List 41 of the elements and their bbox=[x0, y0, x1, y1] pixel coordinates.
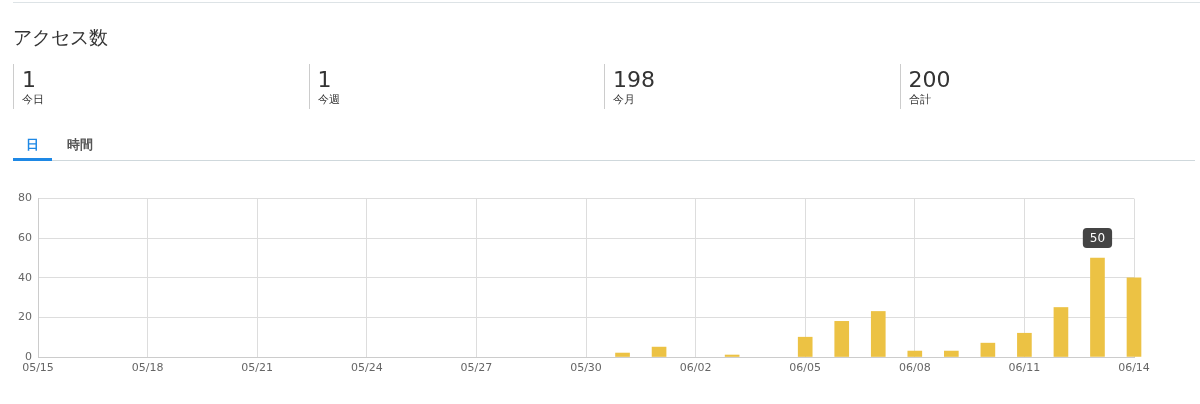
bar bbox=[980, 342, 996, 357]
x-tick-label: 06/08 bbox=[898, 361, 931, 375]
bar bbox=[651, 346, 667, 357]
y-tick-label: 60 bbox=[18, 231, 32, 245]
bar bbox=[834, 321, 850, 357]
bar bbox=[615, 352, 630, 357]
text: 今週 bbox=[317, 93, 340, 107]
y-tick-label: 0 bbox=[25, 349, 32, 363]
x-tick-label: 05/24 bbox=[350, 361, 383, 375]
x-tick-label: 06/14 bbox=[1118, 361, 1150, 375]
bar bbox=[797, 336, 813, 357]
bar bbox=[1126, 277, 1142, 357]
text: 合計 bbox=[908, 93, 932, 107]
text: 今日 bbox=[22, 93, 44, 107]
bar bbox=[870, 311, 886, 357]
text: 1 bbox=[22, 67, 37, 93]
bar bbox=[1053, 307, 1069, 357]
x-tick-label: 06/11 bbox=[1008, 361, 1041, 375]
bar bbox=[907, 350, 923, 357]
x-tick-label: 06/02 bbox=[679, 361, 712, 375]
text: 日 bbox=[25, 136, 40, 154]
x-tick-label: 05/30 bbox=[570, 361, 602, 375]
chart-title: アクセス数 bbox=[13, 25, 108, 49]
bar bbox=[1090, 257, 1105, 357]
x-tick-label: 05/21 bbox=[241, 361, 274, 375]
bar bbox=[724, 354, 740, 357]
y-tick-label: 20 bbox=[18, 310, 32, 324]
bar bbox=[944, 350, 959, 357]
x-tick-label: 06/05 bbox=[789, 361, 822, 375]
text: 200 bbox=[908, 67, 951, 93]
text: 今月 bbox=[613, 93, 636, 107]
x-tick-label: 05/18 bbox=[131, 361, 164, 375]
x-tick-label: 05/15 bbox=[22, 361, 54, 375]
y-tick-label: 40 bbox=[18, 270, 32, 284]
x-tick-label: 05/27 bbox=[460, 361, 493, 375]
annotation: 50 bbox=[1089, 231, 1106, 246]
y-tick-label: 80 bbox=[18, 191, 32, 205]
bar bbox=[1017, 332, 1032, 357]
text: 198 bbox=[613, 67, 655, 93]
text: 1 bbox=[317, 67, 333, 93]
text: 時間 bbox=[66, 136, 94, 154]
